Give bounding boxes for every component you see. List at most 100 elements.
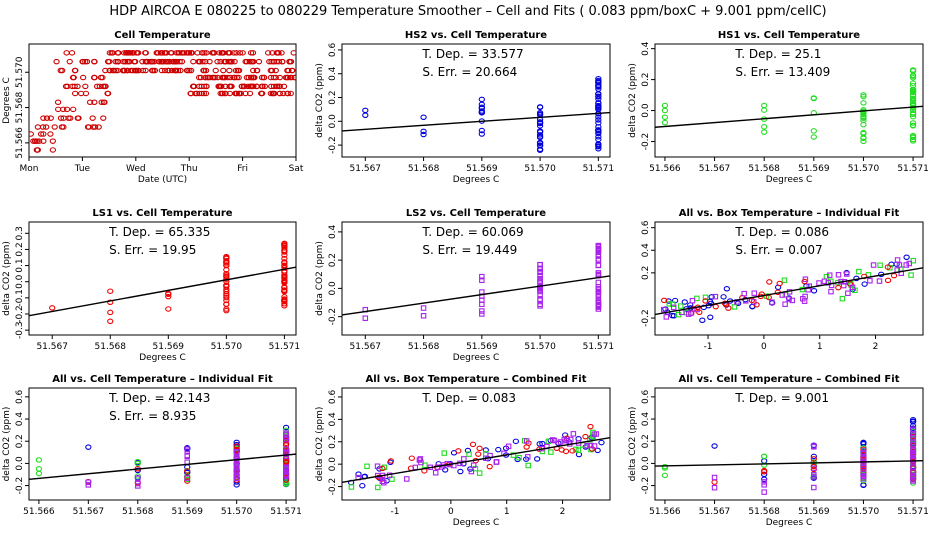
marks-layer xyxy=(29,240,296,325)
data-point xyxy=(184,478,191,484)
data-point xyxy=(239,50,246,56)
data-point xyxy=(192,90,199,97)
data-point xyxy=(811,465,817,472)
panel-6: All vs. Box Temperature – Individual Fit… xyxy=(641,208,924,352)
y-tick-label: 0.2 xyxy=(641,434,651,448)
fit-annotation: T. Dep. = 9.001 xyxy=(734,391,829,405)
panel-title: HS2 vs. Cell Temperature xyxy=(405,30,547,41)
marks-layer xyxy=(342,242,610,321)
data-point xyxy=(98,99,105,106)
data-point xyxy=(845,290,851,297)
data-point xyxy=(723,286,731,292)
x-tick-label: 0 xyxy=(448,507,454,517)
fit-line xyxy=(342,436,610,483)
data-point xyxy=(261,83,269,90)
data-point xyxy=(570,431,577,437)
data-point xyxy=(587,423,594,430)
y-tick-label: -0.3 xyxy=(15,321,25,339)
data-point xyxy=(187,90,194,97)
fit-annotation: S. Err. = 13.409 xyxy=(735,65,830,79)
data-point xyxy=(35,138,43,144)
data-point xyxy=(249,58,256,65)
data-point xyxy=(761,102,768,109)
data-point xyxy=(455,448,462,454)
data-point xyxy=(761,453,768,460)
data-point xyxy=(375,484,381,491)
data-point xyxy=(281,272,288,278)
data-point xyxy=(516,454,522,461)
data-point xyxy=(171,58,178,65)
data-point xyxy=(801,298,808,304)
data-point xyxy=(362,112,369,118)
x-tick-label: 51.568 xyxy=(122,507,154,517)
data-point xyxy=(66,58,73,65)
data-point xyxy=(884,264,891,270)
data-point xyxy=(475,451,482,457)
data-point xyxy=(58,124,66,130)
data-point xyxy=(165,290,172,297)
data-point xyxy=(183,67,191,74)
data-point xyxy=(100,99,108,106)
data-point xyxy=(860,464,867,471)
fit-line xyxy=(29,453,296,481)
y-tick-label: 0.2 xyxy=(15,434,25,448)
data-point xyxy=(909,72,917,79)
data-point xyxy=(476,445,483,452)
data-point xyxy=(184,453,190,460)
data-point xyxy=(661,472,669,479)
fit-annotation: T. Dep. = 0.083 xyxy=(421,391,516,405)
data-point xyxy=(595,80,602,86)
y-axis-label: delta CO2 (ppm) xyxy=(315,63,325,138)
data-point xyxy=(364,463,370,470)
data-point xyxy=(681,299,688,305)
data-point xyxy=(63,50,70,56)
data-point xyxy=(537,291,543,298)
data-point xyxy=(234,67,241,74)
x-tick-label: 51.570 xyxy=(524,342,556,352)
x-tick-label: 1 xyxy=(504,507,510,517)
data-point xyxy=(223,301,230,307)
data-point xyxy=(909,80,917,86)
data-point xyxy=(840,282,847,289)
data-point xyxy=(595,96,602,102)
data-point xyxy=(404,476,410,482)
data-point xyxy=(79,74,87,81)
data-point xyxy=(810,456,817,462)
data-point xyxy=(264,50,272,56)
marks-layer xyxy=(342,423,610,491)
data-point xyxy=(49,147,57,153)
plot-frame xyxy=(341,221,611,336)
data-point xyxy=(223,258,230,264)
data-point xyxy=(233,472,240,479)
data-point xyxy=(184,446,190,452)
y-tick-label: -0.2 xyxy=(328,136,338,154)
data-point xyxy=(135,67,142,74)
data-point xyxy=(478,96,485,103)
y-axis-label: delta CO2 (ppm) xyxy=(315,241,325,316)
data-point xyxy=(741,290,747,297)
data-point xyxy=(761,479,767,485)
data-point xyxy=(661,297,668,304)
data-point xyxy=(890,272,898,279)
data-point xyxy=(417,456,424,462)
data-point xyxy=(255,58,263,65)
fit-line xyxy=(29,266,296,317)
y-axis-label: delta CO2 (ppm) xyxy=(628,407,638,482)
data-point xyxy=(761,107,768,113)
x-axis-label: Degrees C xyxy=(139,353,186,363)
marks-layer xyxy=(342,76,610,153)
data-point xyxy=(909,102,917,109)
data-point xyxy=(104,58,112,65)
data-point xyxy=(348,484,355,490)
x-tick-label: Tue xyxy=(74,164,91,174)
data-point xyxy=(665,298,672,304)
data-point xyxy=(525,454,531,460)
data-point xyxy=(420,131,427,138)
data-point xyxy=(175,50,182,56)
data-point xyxy=(877,262,883,268)
marks-layer xyxy=(29,424,296,489)
data-point xyxy=(856,268,862,275)
data-point xyxy=(835,284,842,291)
data-point xyxy=(753,301,760,308)
